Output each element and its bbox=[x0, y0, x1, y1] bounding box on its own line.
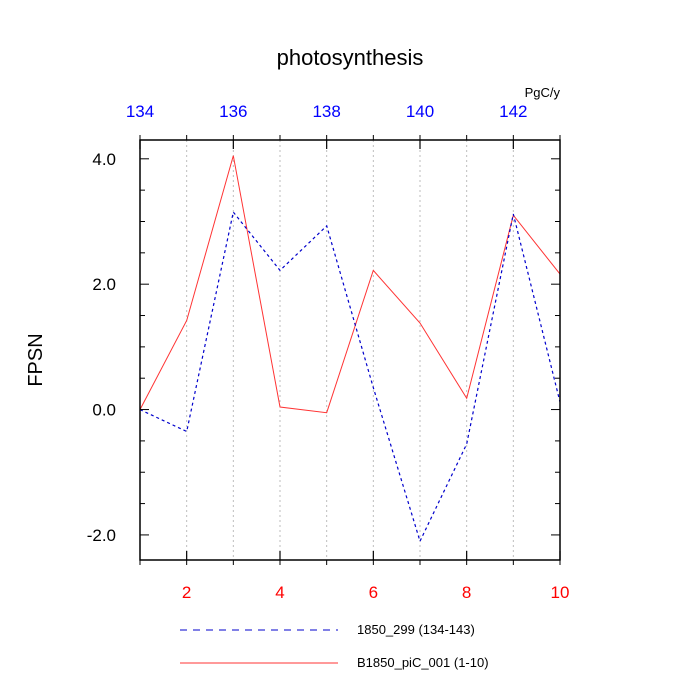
x-tick-label-bottom: 8 bbox=[462, 583, 471, 602]
legend: 1850_299 (134-143) B1850_piC_001 (1-10) bbox=[180, 622, 489, 670]
x-tick-label-top: 142 bbox=[499, 102, 527, 121]
chart-title: photosynthesis bbox=[277, 45, 424, 70]
y-axis-label: FPSN bbox=[25, 333, 47, 386]
series-line-dashed bbox=[140, 210, 560, 543]
series-layer bbox=[140, 155, 560, 543]
x-tick-label-top: 136 bbox=[219, 102, 247, 121]
plot-frame bbox=[139, 139, 561, 561]
legend-label-solid: B1850_piC_001 (1-10) bbox=[357, 655, 489, 670]
x-tick-label-bottom: 4 bbox=[275, 583, 284, 602]
x-tick-label-top: 140 bbox=[406, 102, 434, 121]
y-tick-label: 0.0 bbox=[92, 401, 116, 420]
axis-ticks bbox=[139, 135, 561, 565]
gridlines bbox=[186, 140, 514, 560]
y-tick-label: 4.0 bbox=[92, 150, 116, 169]
y-tick-label: -2.0 bbox=[87, 526, 116, 545]
legend-label-dashed: 1850_299 (134-143) bbox=[357, 622, 475, 637]
tick-labels: 2 4 6 8 10 134 136 138 140 142 -2.0 0.0 2.0 4.0 bbox=[87, 102, 570, 602]
x-tick-label-bottom: 2 bbox=[182, 583, 191, 602]
series-line-solid bbox=[140, 155, 560, 414]
x-tick-label-top: 134 bbox=[126, 102, 154, 121]
x-tick-label-top: 138 bbox=[312, 102, 340, 121]
units-label: PgC/y bbox=[525, 85, 561, 100]
y-tick-label: 2.0 bbox=[92, 275, 116, 294]
x-tick-label-bottom: 6 bbox=[369, 583, 378, 602]
x-tick-label-bottom: 10 bbox=[551, 583, 570, 602]
